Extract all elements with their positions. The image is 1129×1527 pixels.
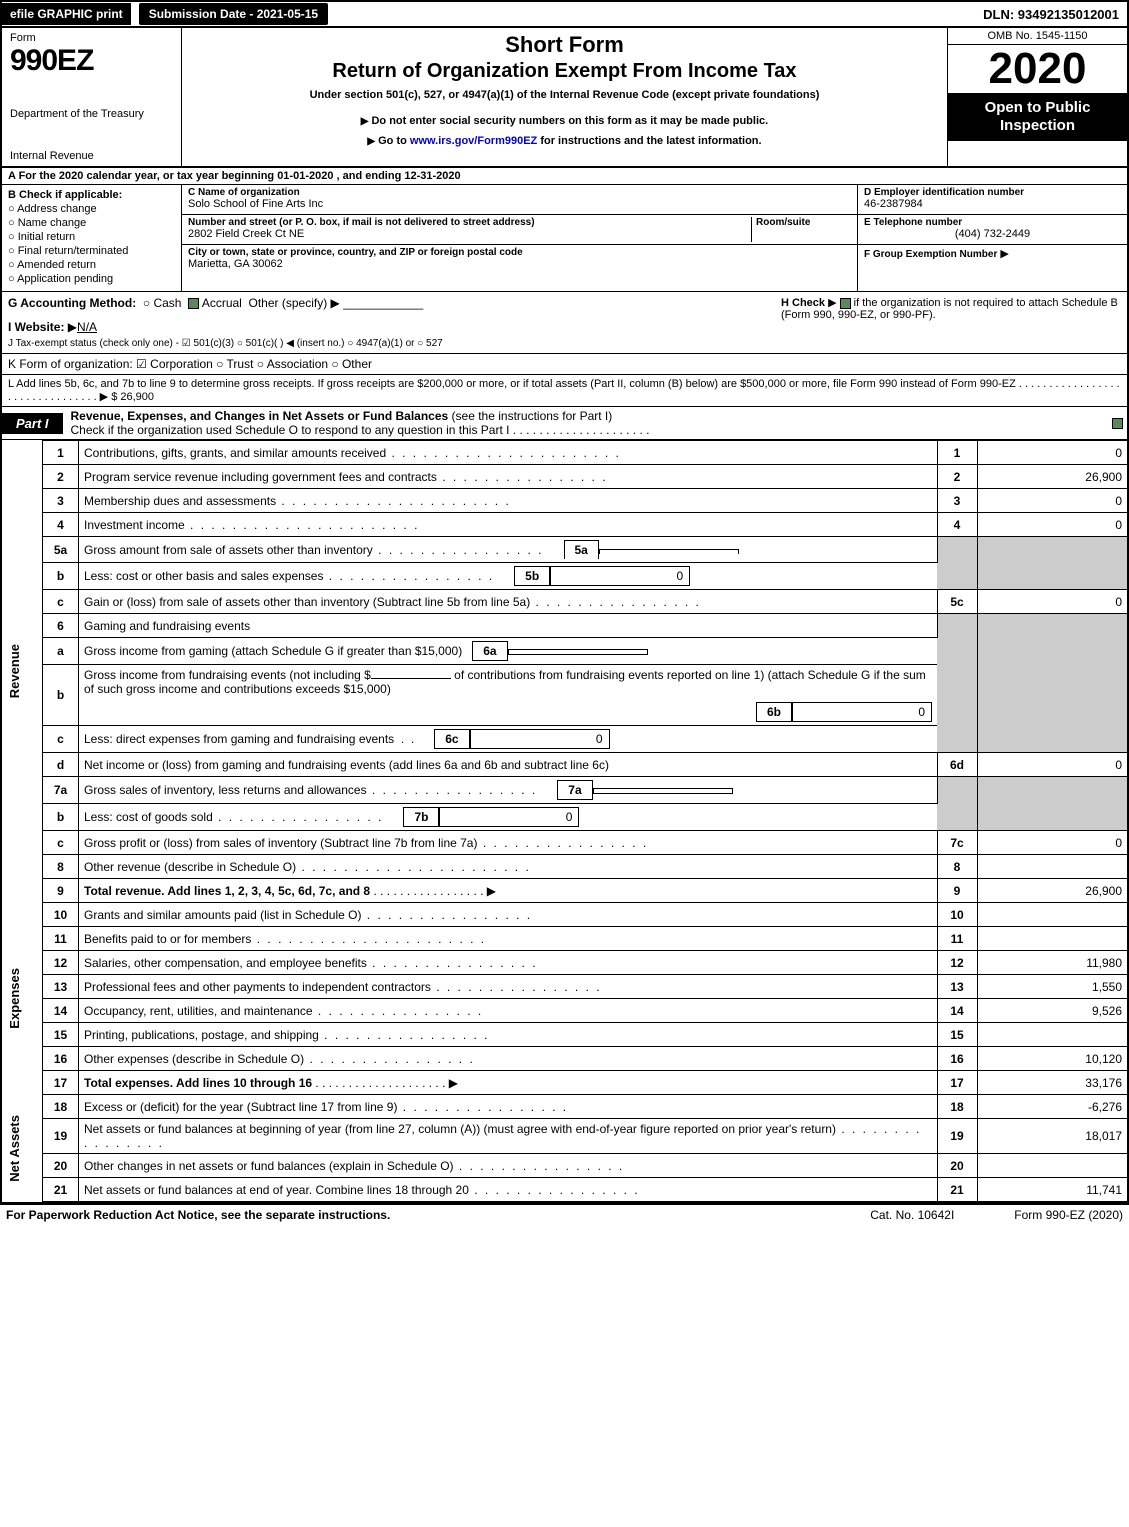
col-b-checkboxes: B Check if applicable: Address change Na… (2, 185, 182, 291)
j-tax-exempt: J Tax-exempt status (check only one) - ☑… (8, 338, 781, 349)
irs-link[interactable]: www.irs.gov/Form990EZ (410, 135, 537, 147)
entity-block: B Check if applicable: Address change Na… (2, 185, 1127, 292)
part1-table: Revenue 1Contributions, gifts, grants, a… (2, 440, 1127, 1202)
header: Form 990EZ Department of the Treasury In… (2, 28, 1127, 168)
irs-label: Internal Revenue (10, 150, 173, 162)
phone-value: (404) 732-2449 (864, 228, 1121, 240)
chk-name-change[interactable]: Name change (8, 217, 175, 229)
col-d-ids: D Employer identification number 46-2387… (857, 185, 1127, 291)
header-left: Form 990EZ Department of the Treasury In… (2, 28, 182, 166)
c-city-row: City or town, state or province, country… (182, 245, 857, 281)
chk-pending[interactable]: Application pending (8, 273, 175, 285)
d-ein: D Employer identification number 46-2387… (858, 185, 1127, 215)
l12-val: 11,980 (977, 951, 1127, 975)
part1-tag: Part I (2, 413, 63, 434)
c-addr-row: Number and street (or P. O. box, if mail… (182, 215, 857, 245)
org-city: Marietta, GA 30062 (188, 258, 851, 270)
l15-val (977, 1023, 1127, 1047)
header-middle: Short Form Return of Organization Exempt… (182, 28, 947, 166)
ssn-notice: Do not enter social security numbers on … (190, 115, 939, 127)
l7c-val: 0 (977, 831, 1127, 855)
dln-label: DLN: 93492135012001 (975, 3, 1127, 26)
chk-amended[interactable]: Amended return (8, 259, 175, 271)
subtitle: Under section 501(c), 527, or 4947(a)(1)… (190, 89, 939, 101)
form-container: efile GRAPHIC print Submission Date - 20… (0, 0, 1129, 1204)
l2-val: 26,900 (977, 465, 1127, 489)
l4-val: 0 (977, 513, 1127, 537)
footer-formref: Form 990-EZ (2020) (1014, 1208, 1123, 1222)
chk-final-return[interactable]: Final return/terminated (8, 245, 175, 257)
top-bar: efile GRAPHIC print Submission Date - 20… (2, 2, 1127, 28)
row-a-taxyear: A For the 2020 calendar year, or tax yea… (2, 168, 1127, 185)
l10-val (977, 903, 1127, 927)
g-left: G Accounting Method: ○ Cash Accrual Othe… (8, 296, 781, 349)
tax-year: 2020 (948, 45, 1127, 93)
l13-val: 1,550 (977, 975, 1127, 999)
title-return: Return of Organization Exempt From Incom… (190, 60, 939, 83)
header-right: OMB No. 1545-1150 2020 Open to Public In… (947, 28, 1127, 166)
title-short-form: Short Form (190, 32, 939, 58)
l16-val: 10,120 (977, 1047, 1127, 1071)
l19-val: 18,017 (977, 1119, 1127, 1154)
goto-line: Go to www.irs.gov/Form990EZ for instruct… (190, 135, 939, 147)
col-c-org: C Name of organization Solo School of Fi… (182, 185, 857, 291)
row-l-gross: L Add lines 5b, 6c, and 7b to line 9 to … (2, 375, 1127, 407)
form-label: Form (10, 32, 173, 44)
part1-header: Part I Revenue, Expenses, and Changes in… (2, 407, 1127, 440)
open-inspection: Open to Public Inspection (948, 93, 1127, 141)
form-number: 990EZ (10, 44, 173, 78)
dept-label: Department of the Treasury (10, 108, 173, 120)
expenses-label: Expenses (7, 968, 22, 1029)
netassets-label: Net Assets (7, 1115, 22, 1182)
l6d-val: 0 (977, 753, 1127, 777)
l3-val: 0 (977, 489, 1127, 513)
submission-date: Submission Date - 2021-05-15 (139, 3, 328, 25)
org-address: 2802 Field Creek Ct NE (188, 228, 751, 240)
l5c-val: 0 (977, 590, 1127, 614)
ein-value: 46-2387984 (864, 198, 1121, 210)
revenue-label: Revenue (7, 644, 22, 698)
l11-val (977, 927, 1127, 951)
row-g-accounting: G Accounting Method: ○ Cash Accrual Othe… (2, 292, 1127, 354)
h-right: H Check ▶ if the organization is not req… (781, 296, 1121, 349)
room-label: Room/suite (756, 217, 851, 228)
part1-title: Revenue, Expenses, and Changes in Net As… (63, 407, 1107, 439)
page-footer: For Paperwork Reduction Act Notice, see … (0, 1204, 1129, 1225)
l9-val: 26,900 (977, 879, 1127, 903)
l18-val: -6,276 (977, 1095, 1127, 1119)
l14-val: 9,526 (977, 999, 1127, 1023)
chk-initial-return[interactable]: Initial return (8, 231, 175, 243)
l1-val: 0 (977, 441, 1127, 465)
f-group: F Group Exemption Number ▶ (858, 245, 1127, 275)
c-name-row: C Name of organization Solo School of Fi… (182, 185, 857, 215)
b-header: B Check if applicable: (8, 189, 175, 201)
l21-val: 11,741 (977, 1178, 1127, 1202)
omb-number: OMB No. 1545-1150 (948, 28, 1127, 45)
footer-left: For Paperwork Reduction Act Notice, see … (6, 1208, 390, 1222)
l17-val: 33,176 (977, 1071, 1127, 1095)
e-phone: E Telephone number (404) 732-2449 (858, 215, 1127, 245)
chk-address-change[interactable]: Address change (8, 203, 175, 215)
efile-label: efile GRAPHIC print (2, 3, 131, 25)
org-name: Solo School of Fine Arts Inc (188, 198, 851, 210)
footer-catno: Cat. No. 10642I (870, 1208, 954, 1222)
l20-val (977, 1154, 1127, 1178)
website-value: N/A (77, 320, 97, 334)
row-k-orgform: K Form of organization: ☑ Corporation ○ … (2, 354, 1127, 375)
l8-val (977, 855, 1127, 879)
part1-checkbox[interactable] (1107, 416, 1127, 430)
